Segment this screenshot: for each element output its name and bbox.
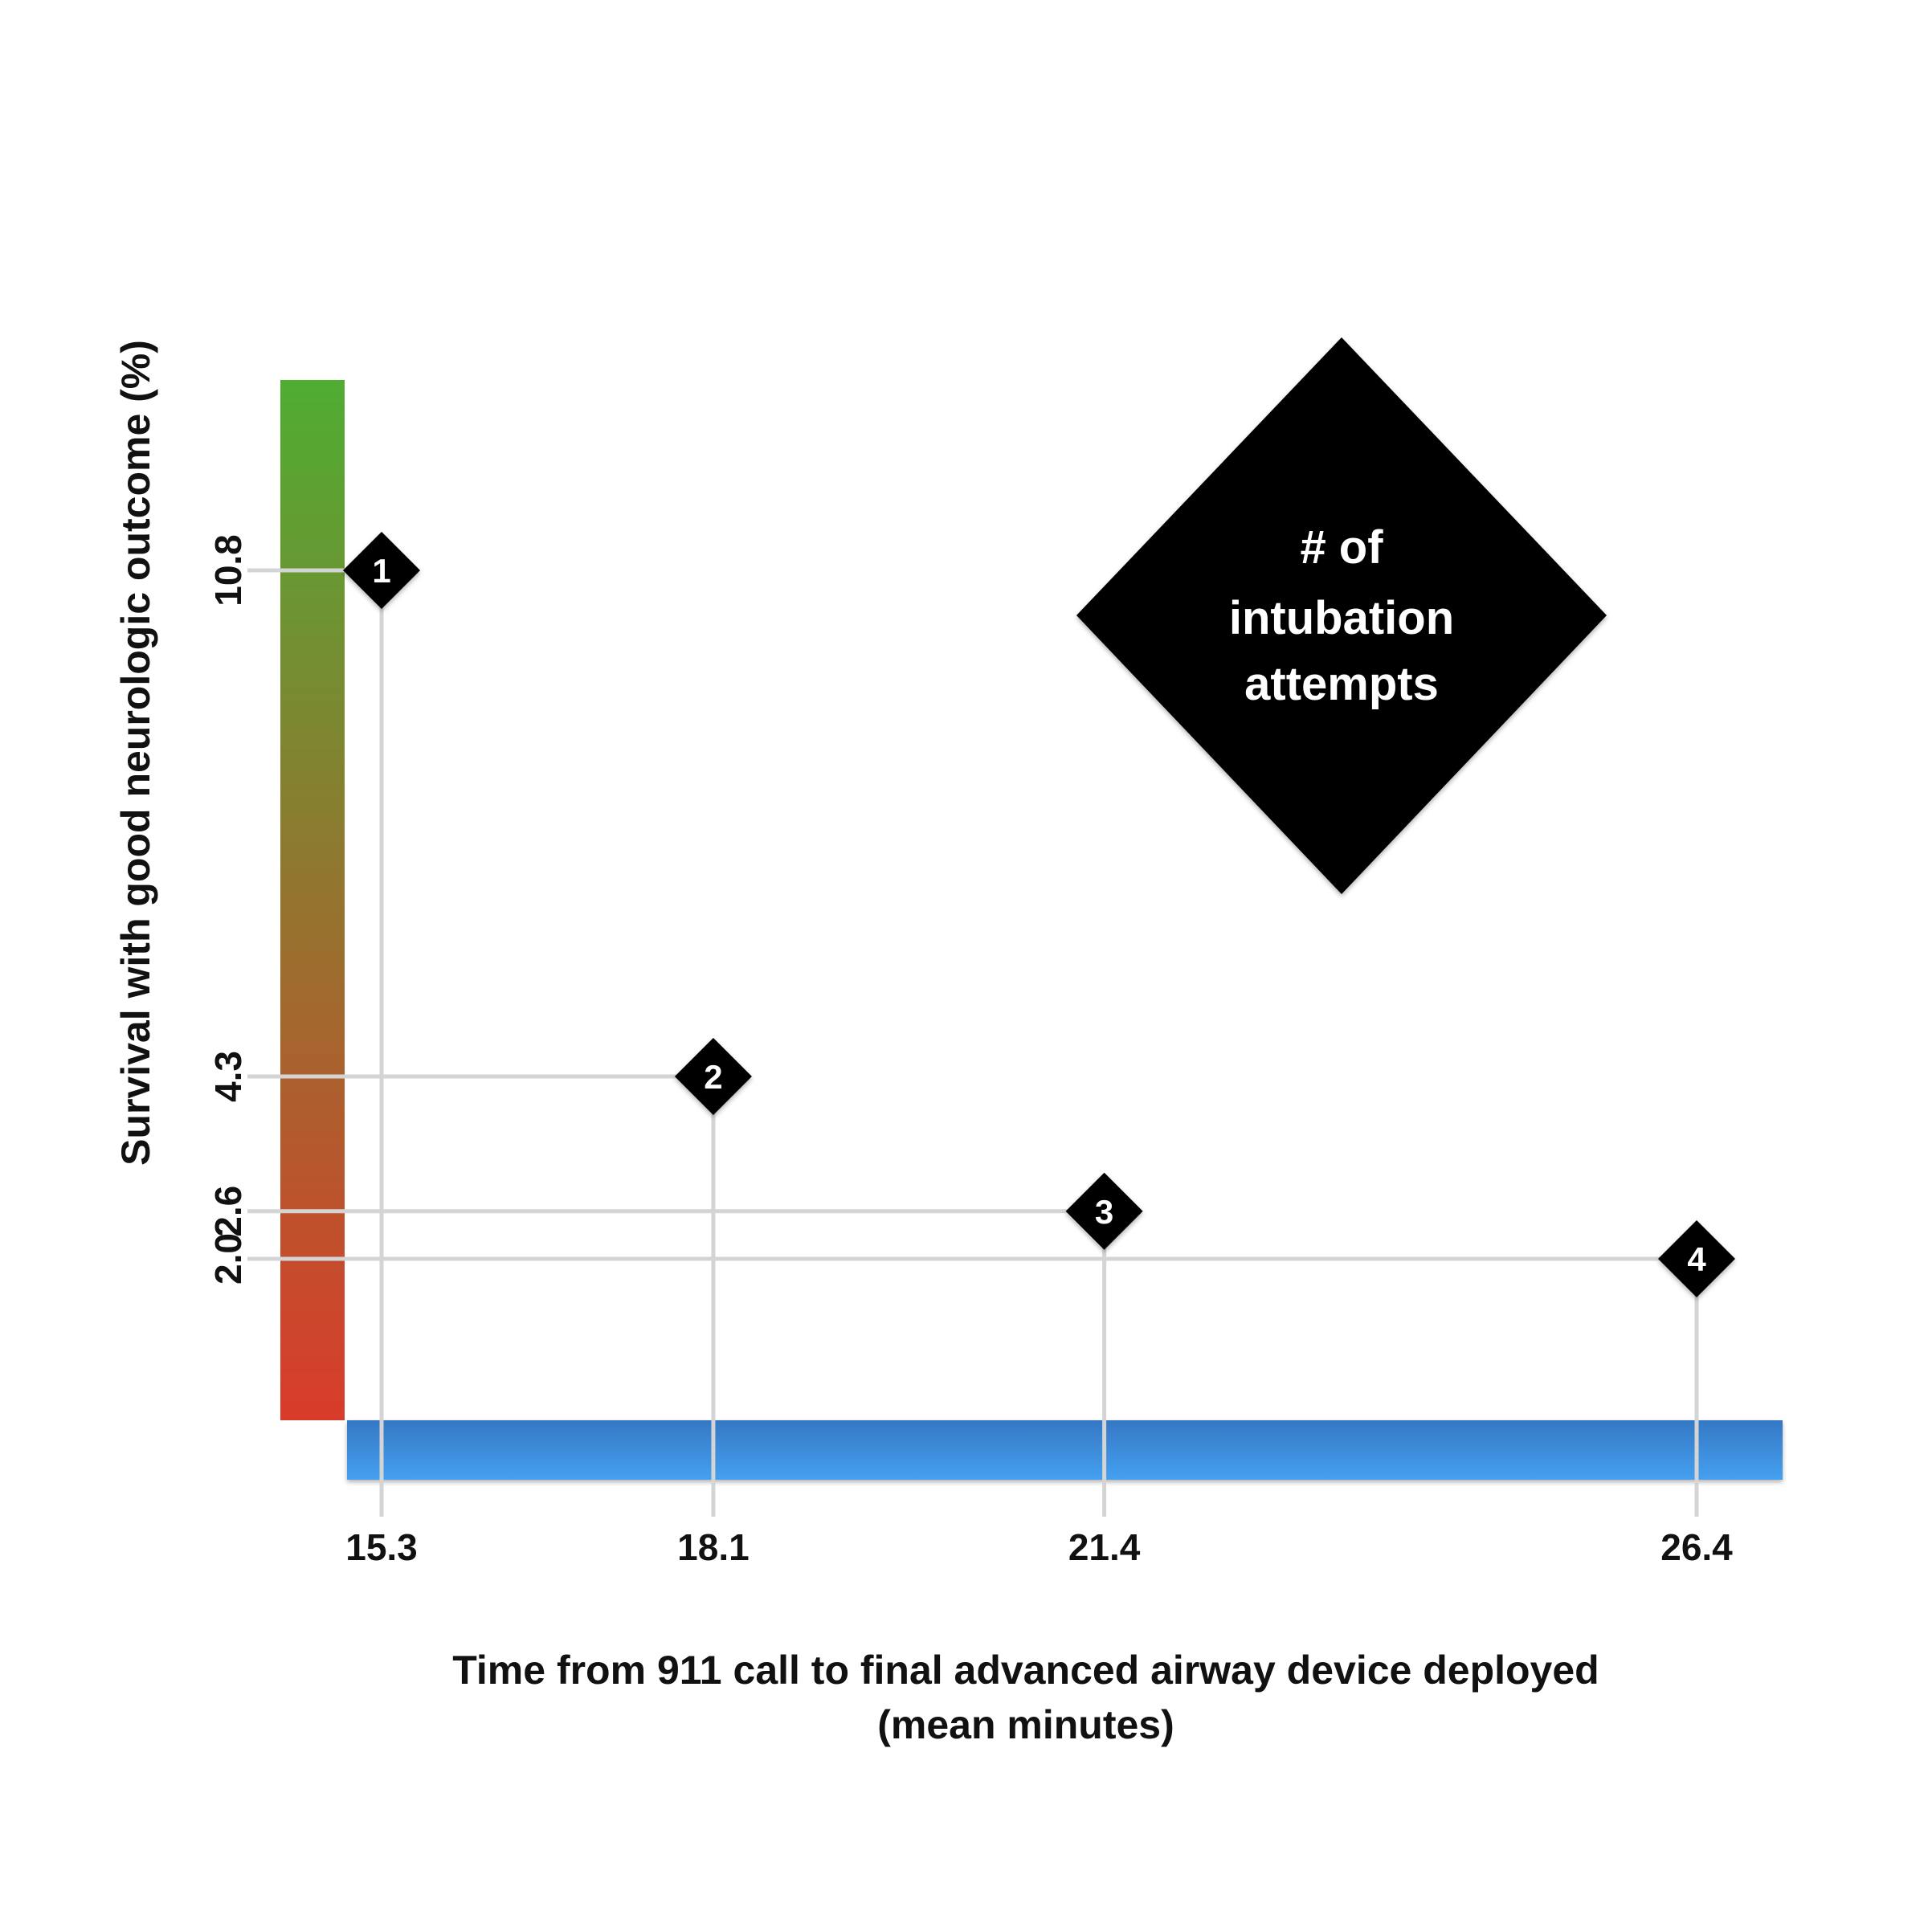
marker-label: 1 [372,552,390,590]
x-tick-label: 15.3 [345,1526,418,1568]
y-tick-label: 10.8 [207,534,249,607]
marker-diamond [1658,1220,1735,1297]
x-axis-bar [347,1420,1783,1480]
legend-diamond [1076,337,1607,894]
y-tick-label: 2.0 [207,1233,249,1285]
y-axis-title: Survival with good neurologic outcome (%… [113,340,158,1166]
y-tick-label: 4.3 [207,1051,249,1102]
data-markers: 1 2 3 4 [343,532,1735,1297]
x-axis-title: Time from 911 call to final advanced air… [452,1648,1599,1693]
x-tick-label: 21.4 [1068,1526,1141,1568]
marker-label: 3 [1095,1193,1113,1231]
legend-text-line-1: # of [1300,521,1383,574]
marker-diamond [1065,1172,1143,1250]
x-tick-label: 18.1 [677,1526,750,1568]
marker-label: 2 [704,1058,722,1096]
tick-labels: 15.3 10.8 18.1 4.3 21.4 2.6 26.4 2.0 [207,534,1733,1568]
legend-text-line-2: intubation [1229,592,1454,644]
y-tick-label: 2.6 [207,1186,249,1237]
x-tick-label: 26.4 [1660,1526,1733,1568]
y-axis-color-bar [280,380,345,1420]
marker-diamond [343,532,420,609]
x-axis-title-line-2: (mean minutes) [877,1702,1174,1747]
guide-lines [247,568,1699,1517]
marker-label: 4 [1687,1240,1706,1278]
marker-diamond [674,1038,752,1115]
legend-text-line-3: attempts [1244,658,1439,710]
